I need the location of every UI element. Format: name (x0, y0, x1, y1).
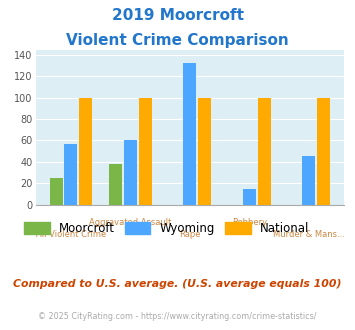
Bar (258, 98, 271, 205)
Bar (50, 178, 62, 205)
Text: Violent Crime Comparison: Violent Crime Comparison (66, 33, 289, 48)
Text: Compared to U.S. average. (U.S. average equals 100): Compared to U.S. average. (U.S. average … (13, 279, 342, 289)
Bar (124, 141, 137, 205)
Text: Aggravated Assault: Aggravated Assault (89, 218, 171, 227)
Text: Robbery: Robbery (232, 218, 267, 227)
Text: Murder & Mans...: Murder & Mans... (273, 230, 345, 239)
Bar (184, 63, 196, 205)
Bar (243, 188, 256, 205)
Text: All Violent Crime: All Violent Crime (36, 230, 106, 239)
Bar (317, 98, 330, 205)
Bar (302, 156, 316, 205)
Bar (64, 144, 77, 205)
Legend: Moorcroft, Wyoming, National: Moorcroft, Wyoming, National (24, 222, 310, 235)
Text: Rape: Rape (179, 230, 201, 239)
Text: 2019 Moorcroft: 2019 Moorcroft (111, 8, 244, 23)
Bar (198, 98, 211, 205)
Text: © 2025 CityRating.com - https://www.cityrating.com/crime-statistics/: © 2025 CityRating.com - https://www.city… (38, 312, 317, 321)
Bar (79, 98, 92, 205)
Bar (139, 98, 152, 205)
Bar (109, 164, 122, 205)
